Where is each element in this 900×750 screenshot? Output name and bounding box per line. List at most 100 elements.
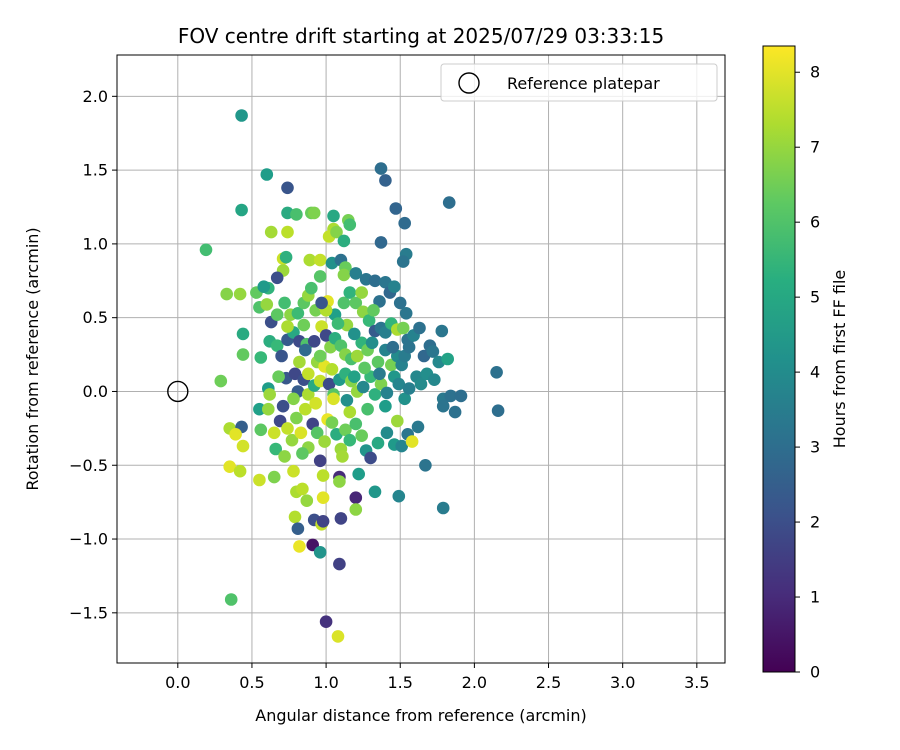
data-point xyxy=(318,435,331,448)
data-point xyxy=(199,243,213,257)
data-point xyxy=(361,402,374,416)
data-point xyxy=(272,370,285,384)
data-point xyxy=(235,109,248,122)
data-point xyxy=(327,392,340,406)
data-point xyxy=(441,352,455,366)
data-point xyxy=(454,389,468,403)
data-point xyxy=(339,423,352,437)
data-point xyxy=(302,367,315,381)
data-point xyxy=(355,429,369,443)
data-point xyxy=(291,307,305,320)
scatter-points xyxy=(199,109,505,643)
data-point xyxy=(330,225,343,239)
data-point xyxy=(391,414,404,428)
data-point xyxy=(349,296,363,310)
data-point xyxy=(263,388,277,401)
data-point xyxy=(442,196,456,209)
data-point xyxy=(350,349,364,363)
y-tick-label: 0.0 xyxy=(83,382,108,401)
data-point xyxy=(365,336,379,350)
data-point xyxy=(414,377,428,391)
data-point xyxy=(223,460,236,474)
data-point xyxy=(235,203,248,217)
legend: Reference platepar xyxy=(440,63,718,102)
data-point xyxy=(281,422,294,435)
x-tick-label: 2.0 xyxy=(462,673,487,692)
data-point xyxy=(281,181,294,195)
legend-label-reference: Reference platepar xyxy=(507,74,660,93)
data-point xyxy=(343,433,357,447)
data-point xyxy=(294,426,308,440)
data-point xyxy=(270,271,284,285)
y-tick-label: 1.5 xyxy=(83,161,108,180)
data-point xyxy=(428,373,441,387)
data-point xyxy=(287,464,300,478)
y-tick-label: −0.5 xyxy=(69,456,108,475)
data-point xyxy=(299,343,312,357)
data-point xyxy=(257,280,271,294)
data-point xyxy=(290,411,303,425)
colorbar-tick-label: 2 xyxy=(810,513,820,532)
data-point xyxy=(490,366,503,379)
data-point xyxy=(367,304,380,317)
data-point xyxy=(296,447,309,460)
data-point xyxy=(316,515,330,528)
data-point xyxy=(236,348,250,361)
x-axis-ticks: 0.0 0.5 1.0 1.5 2.0 2.5 3.0 3.5 xyxy=(165,663,710,692)
data-point xyxy=(368,388,382,401)
data-point xyxy=(385,358,398,372)
colorbar-tick-label: 0 xyxy=(810,663,820,682)
data-point xyxy=(224,593,238,606)
data-point xyxy=(380,426,394,440)
data-point xyxy=(343,405,357,419)
colorbar-gradient xyxy=(762,45,796,673)
x-tick-label: 1.0 xyxy=(313,673,338,692)
data-point xyxy=(374,162,388,175)
colorbar-tick-label: 1 xyxy=(810,588,820,607)
data-point xyxy=(399,307,413,320)
x-tick-label: 3.5 xyxy=(684,673,709,692)
data-point xyxy=(313,270,327,283)
data-point xyxy=(337,296,351,310)
data-point xyxy=(343,218,357,231)
plot-frame xyxy=(116,54,726,664)
data-point xyxy=(388,280,401,294)
y-axis-label: Rotation from reference (arcmin) xyxy=(23,227,42,490)
y-tick-label: 2.0 xyxy=(83,87,108,106)
data-point xyxy=(396,321,410,335)
data-point xyxy=(349,267,363,280)
data-point xyxy=(293,540,306,553)
data-point xyxy=(281,320,294,333)
chart-title: FOV centre drift starting at 2025/07/29 … xyxy=(178,24,664,48)
data-point xyxy=(340,394,354,407)
x-axis-label: Angular distance from reference (arcmin) xyxy=(255,706,586,725)
data-point xyxy=(270,308,284,322)
data-point xyxy=(269,442,283,456)
colorbar-tick-label: 3 xyxy=(810,438,820,457)
data-point xyxy=(448,405,462,419)
data-point xyxy=(402,340,416,354)
data-point xyxy=(229,428,242,441)
reference-marker-layer xyxy=(167,380,189,403)
data-point xyxy=(419,459,432,472)
data-point xyxy=(349,503,363,516)
x-tick-label: 0.0 xyxy=(165,673,190,692)
colorbar-tick-label: 7 xyxy=(810,138,820,157)
data-point xyxy=(290,208,303,221)
data-point xyxy=(491,404,505,418)
data-point xyxy=(348,370,361,384)
data-point xyxy=(325,363,339,376)
data-point xyxy=(313,454,327,468)
data-point xyxy=(310,426,324,440)
data-point xyxy=(293,355,306,369)
data-point xyxy=(358,361,371,375)
data-point xyxy=(333,557,346,571)
data-point xyxy=(389,202,403,215)
data-point xyxy=(287,392,300,406)
data-point xyxy=(325,416,339,429)
data-point xyxy=(413,321,426,335)
grid-lines xyxy=(117,55,725,663)
data-point xyxy=(307,206,321,220)
x-tick-label: 0.5 xyxy=(239,673,264,692)
data-point xyxy=(236,327,250,341)
